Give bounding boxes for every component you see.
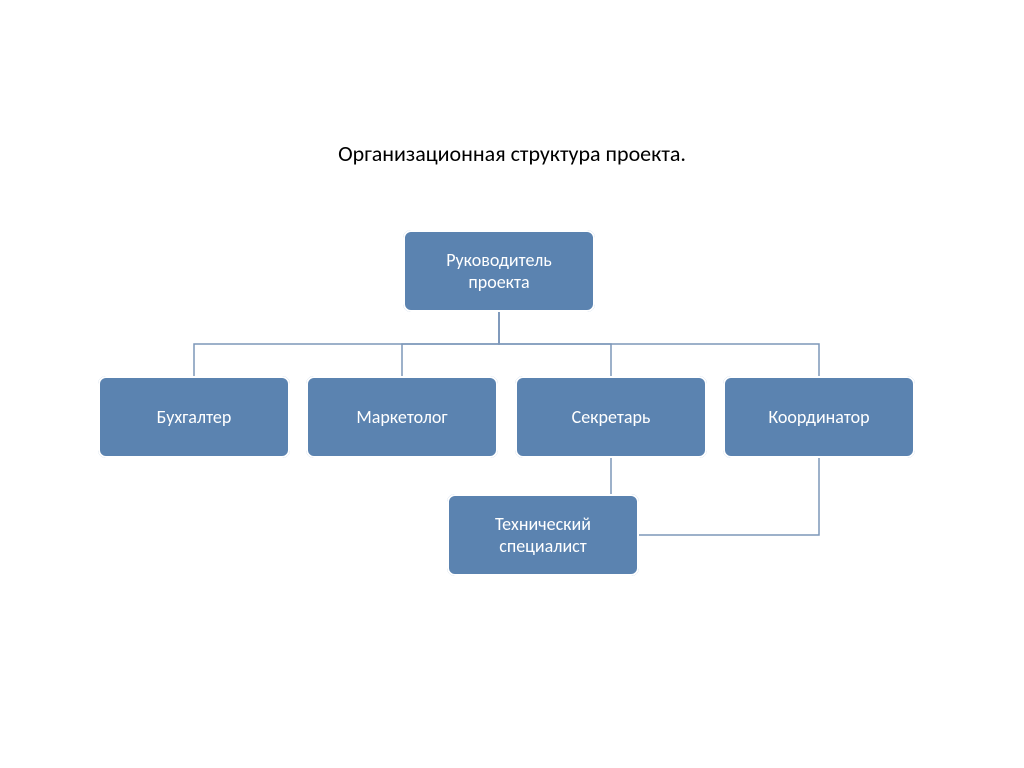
node-accountant: Бухгалтер bbox=[98, 376, 290, 458]
node-root: Руководительпроекта bbox=[403, 230, 595, 312]
node-marketer: Маркетолог bbox=[306, 376, 498, 458]
node-coordinator: Координатор bbox=[723, 376, 915, 458]
node-secretary: Секретарь bbox=[515, 376, 707, 458]
diagram-title: Организационная структура проекта. bbox=[0, 140, 1024, 167]
node-tech-specialist: Техническийспециалист bbox=[447, 494, 639, 576]
